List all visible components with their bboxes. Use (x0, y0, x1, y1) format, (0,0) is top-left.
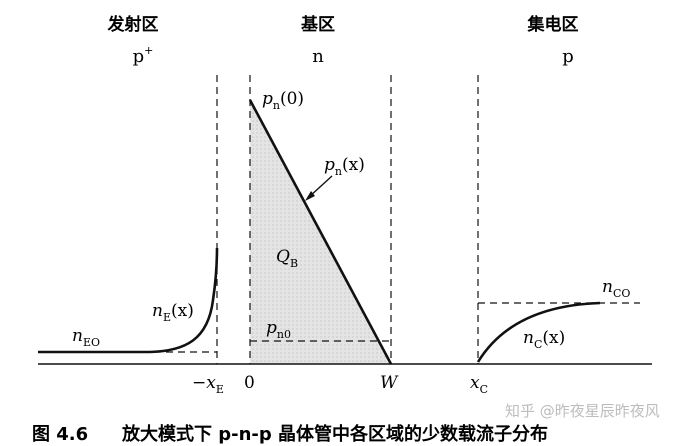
pn0-label: pn0 (266, 318, 291, 341)
nC-x-label: nC(x) (523, 328, 565, 351)
collector-doping-label: p (562, 46, 574, 67)
pn-x-arrowhead (305, 191, 315, 201)
pn-x-label: pn(x) (324, 155, 365, 178)
emitter-electron-curve (38, 247, 219, 354)
base-region-label: 基区 (300, 14, 335, 35)
figure-number: 图 4.6 (32, 424, 88, 445)
base-hole-profile (248, 99, 393, 365)
W-tick: W (380, 373, 399, 393)
watermark: 知乎 @昨夜星辰昨夜风 (505, 402, 660, 420)
QB-label: QB (276, 247, 298, 270)
zero-tick: 0 (244, 373, 255, 393)
collector-region-label: 集电区 (527, 14, 579, 35)
nCO-label: nCO (602, 277, 630, 300)
nE-x-label: nE(x) (152, 301, 194, 324)
emitter-region-label: 发射区 (107, 14, 159, 35)
nEO-label: nEO (72, 326, 100, 349)
xC-tick: xC (470, 373, 488, 396)
neg-xE-tick: −xE (192, 373, 224, 396)
pn0-top-label: pn(0) (262, 89, 304, 112)
base-doping-label: n (312, 46, 324, 67)
collector-electron-curve (476, 301, 601, 363)
emitter-doping-label: p+ (133, 44, 154, 67)
figure-caption: 放大模式下 p-n-p 晶体管中各区域的少数载流子分布 (121, 423, 548, 445)
